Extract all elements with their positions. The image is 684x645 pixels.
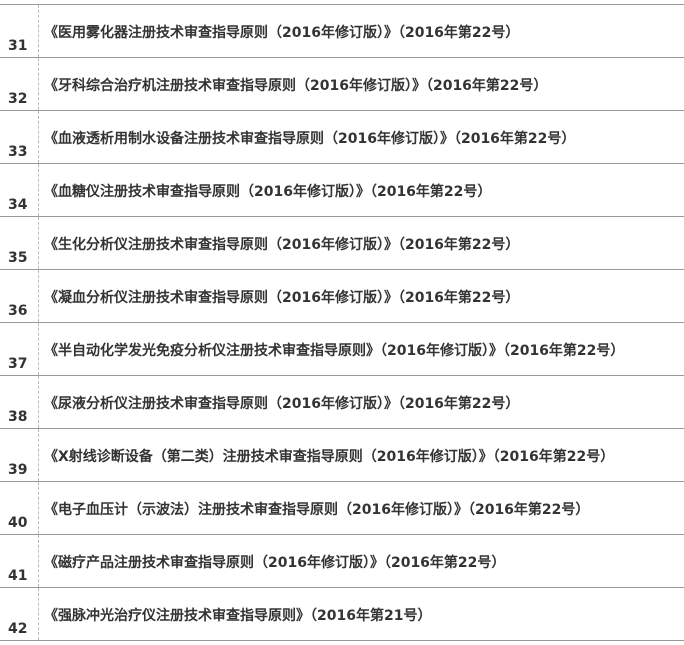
row-text: 《凝血分析仪注册技术审查指导原则（2016年修订版）》（2016年第22号） <box>44 290 520 306</box>
row-text: 《磁疗产品注册技术审查指导原则（2016年修订版）》（2016年第22号） <box>44 555 506 571</box>
row-text: 《强脉冲光治疗仪注册技术审查指导原则》（2016年第21号） <box>44 608 432 624</box>
row-number: 33 <box>8 144 28 160</box>
row-text: 《电子血压计（示波法）注册技术审查指导原则（2016年修订版）》（2016年第2… <box>44 502 590 518</box>
row-number: 31 <box>8 38 28 54</box>
table-row: 37 《半自动化学发光免疫分析仪注册技术审查指导原则》（2016年修订版）》（20… <box>0 323 684 376</box>
column-divider <box>38 323 39 375</box>
table-row: 34 《血糖仪注册技术审查指导原则（2016年修订版）》（2016年第22号） <box>0 164 684 217</box>
row-number: 34 <box>8 197 28 213</box>
table-row: 41 《磁疗产品注册技术审查指导原则（2016年修订版）》（2016年第22号） <box>0 535 684 588</box>
row-text: 《医用雾化器注册技术审查指导原则（2016年修订版）》（2016年第22号） <box>44 25 520 41</box>
table-row: 36 《凝血分析仪注册技术审查指导原则（2016年修订版）》（2016年第22号） <box>0 270 684 323</box>
row-number: 39 <box>8 462 28 478</box>
column-divider <box>38 270 39 322</box>
table-row: 40 《电子血压计（示波法）注册技术审查指导原则（2016年修订版）》（2016年… <box>0 482 684 535</box>
row-number: 38 <box>8 409 28 425</box>
row-number: 35 <box>8 250 28 266</box>
table-row: 39 《X射线诊断设备（第二类）注册技术审查指导原则（2016年修订版）》（201… <box>0 429 684 482</box>
table-row: 38 《尿液分析仪注册技术审查指导原则（2016年修订版）》（2016年第22号） <box>0 376 684 429</box>
table-row: 32 《牙科综合治疗机注册技术审查指导原则（2016年修订版）》（2016年第22… <box>0 58 684 111</box>
column-divider <box>38 164 39 216</box>
table-row: 42 《强脉冲光治疗仪注册技术审查指导原则》（2016年第21号） <box>0 588 684 641</box>
column-divider <box>38 58 39 110</box>
row-number: 40 <box>8 515 28 531</box>
column-divider <box>38 429 39 481</box>
row-text: 《生化分析仪注册技术审查指导原则（2016年修订版）》（2016年第22号） <box>44 237 520 253</box>
column-divider <box>38 535 39 587</box>
table-row: 35 《生化分析仪注册技术审查指导原则（2016年修订版）》（2016年第22号） <box>0 217 684 270</box>
row-number: 32 <box>8 91 28 107</box>
column-divider <box>38 111 39 163</box>
table-row: 31 《医用雾化器注册技术审查指导原则（2016年修订版）》（2016年第22号） <box>0 5 684 58</box>
row-text: 《血液透析用制水设备注册技术审查指导原则（2016年修订版）》（2016年第22… <box>44 131 576 147</box>
row-number: 37 <box>8 356 28 372</box>
row-number: 42 <box>8 621 28 637</box>
table-row: 33 《血液透析用制水设备注册技术审查指导原则（2016年修订版）》（2016年第… <box>0 111 684 164</box>
column-divider <box>38 217 39 269</box>
row-text: 《牙科综合治疗机注册技术审查指导原则（2016年修订版）》（2016年第22号） <box>44 78 548 94</box>
column-divider <box>38 588 39 640</box>
row-text: 《尿液分析仪注册技术审查指导原则（2016年修订版）》（2016年第22号） <box>44 396 520 412</box>
column-divider <box>38 5 39 57</box>
row-text: 《血糖仪注册技术审查指导原则（2016年修订版）》（2016年第22号） <box>44 184 492 200</box>
column-divider <box>38 482 39 534</box>
table: 31 《医用雾化器注册技术审查指导原则（2016年修订版）》（2016年第22号）… <box>0 4 684 641</box>
column-divider <box>38 376 39 428</box>
row-text: 《X射线诊断设备（第二类）注册技术审查指导原则（2016年修订版）》（2016年… <box>44 449 615 465</box>
row-number: 36 <box>8 303 28 319</box>
row-text: 《半自动化学发光免疫分析仪注册技术审查指导原则》（2016年修订版）》（2016… <box>44 343 625 359</box>
row-number: 41 <box>8 568 28 584</box>
